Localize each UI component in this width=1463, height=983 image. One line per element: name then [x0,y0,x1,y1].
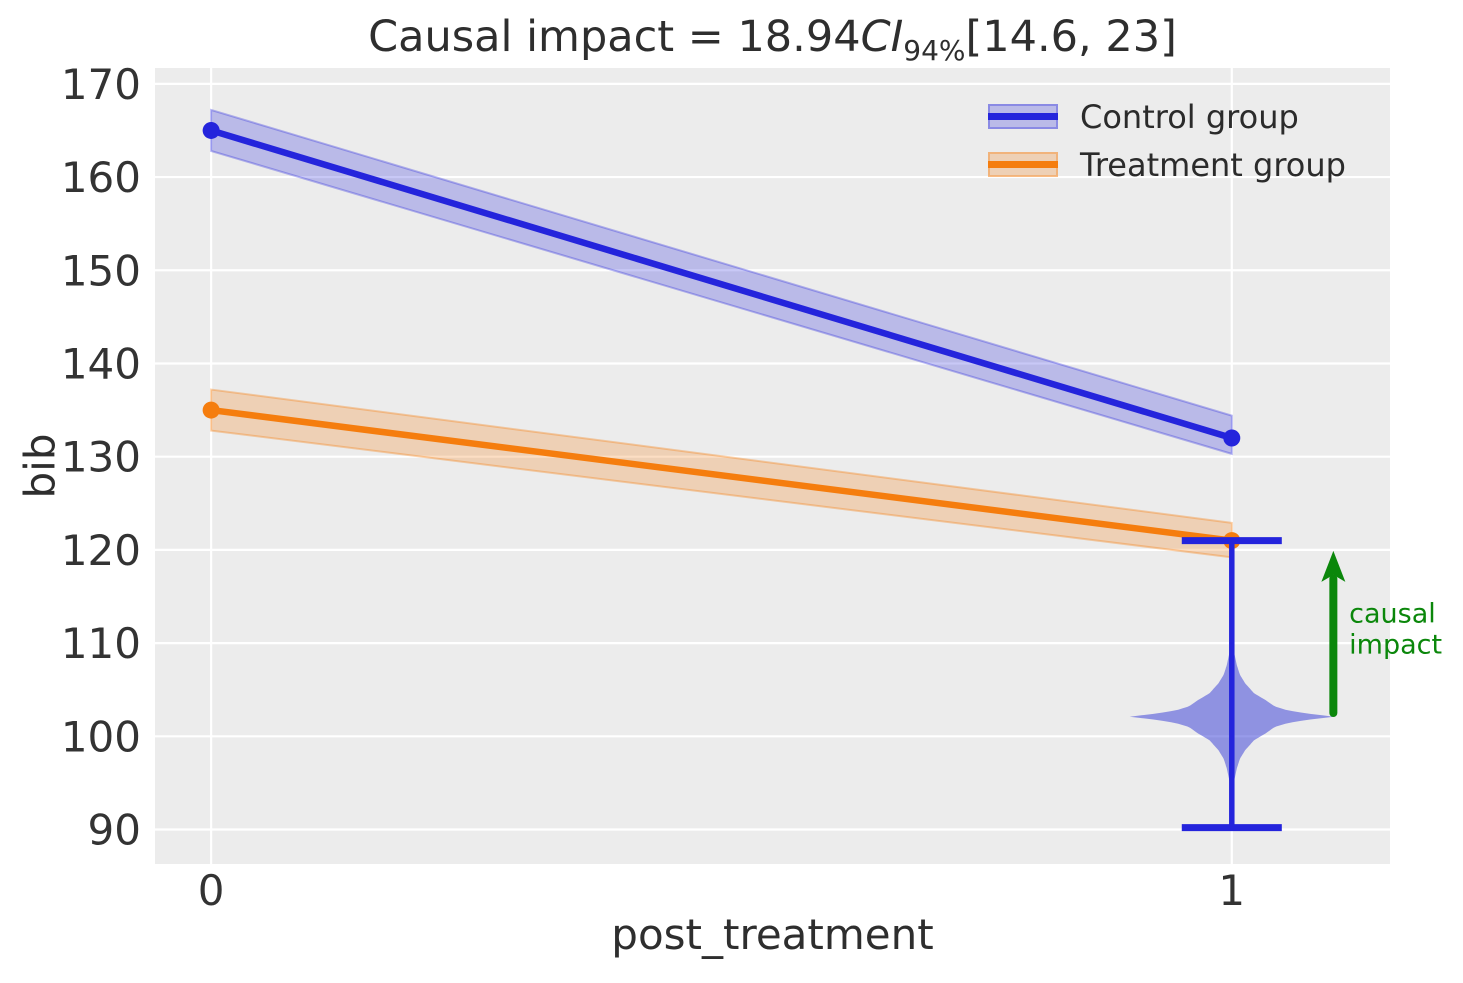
title-ci-symbol: CI [860,12,904,62]
control-line-swatch [988,113,1058,120]
title-prefix: Causal impact = 18.94 [368,12,861,62]
x-tick-label-1: 1 [1218,866,1245,915]
legend-label-control: Control group [1080,97,1299,136]
treatment-line [210,406,1233,544]
legend-item-control: Control group [988,98,1346,136]
x-axis-label: post_treatment [611,910,934,959]
x-tick-label-0: 0 [198,866,225,915]
causal-impact-annotation-line1: causal [1349,598,1436,629]
y-tick-label-120: 120 [61,526,141,575]
causal-impact-annotation-line2: impact [1349,629,1442,660]
legend-item-treatment: Treatment group [988,146,1346,184]
legend-label-treatment: Treatment group [1080,145,1346,184]
y-axis-label: bib [15,433,65,499]
title-suffix: [14.6, 23] [965,12,1177,62]
y-tick-label-130: 130 [61,433,141,482]
treatment-point-x0 [202,401,220,419]
treatment-line-swatch [988,161,1058,168]
plot-area [155,68,1390,864]
y-tick-label-140: 140 [61,339,141,388]
causal-impact-arrow-head [1321,550,1346,582]
control-point-x0 [202,121,220,139]
control-line [210,127,1233,442]
y-tick-label-160: 160 [61,153,141,202]
y-tick-label-90: 90 [88,806,141,855]
y-tick-label-170: 170 [61,60,141,109]
y-tick-label-150: 150 [61,246,141,295]
control-point-x1 [1223,429,1241,447]
treatment-legend-swatch [988,152,1058,177]
chart-title: Causal impact = 18.94CI94%[14.6, 23] [155,12,1390,67]
legend: Control group Treatment group [988,98,1346,200]
y-tick-label-110: 110 [61,619,141,668]
title-ci-subscript: 94% [903,34,966,67]
y-tick-label-100: 100 [61,712,141,761]
control-legend-swatch [988,104,1058,129]
